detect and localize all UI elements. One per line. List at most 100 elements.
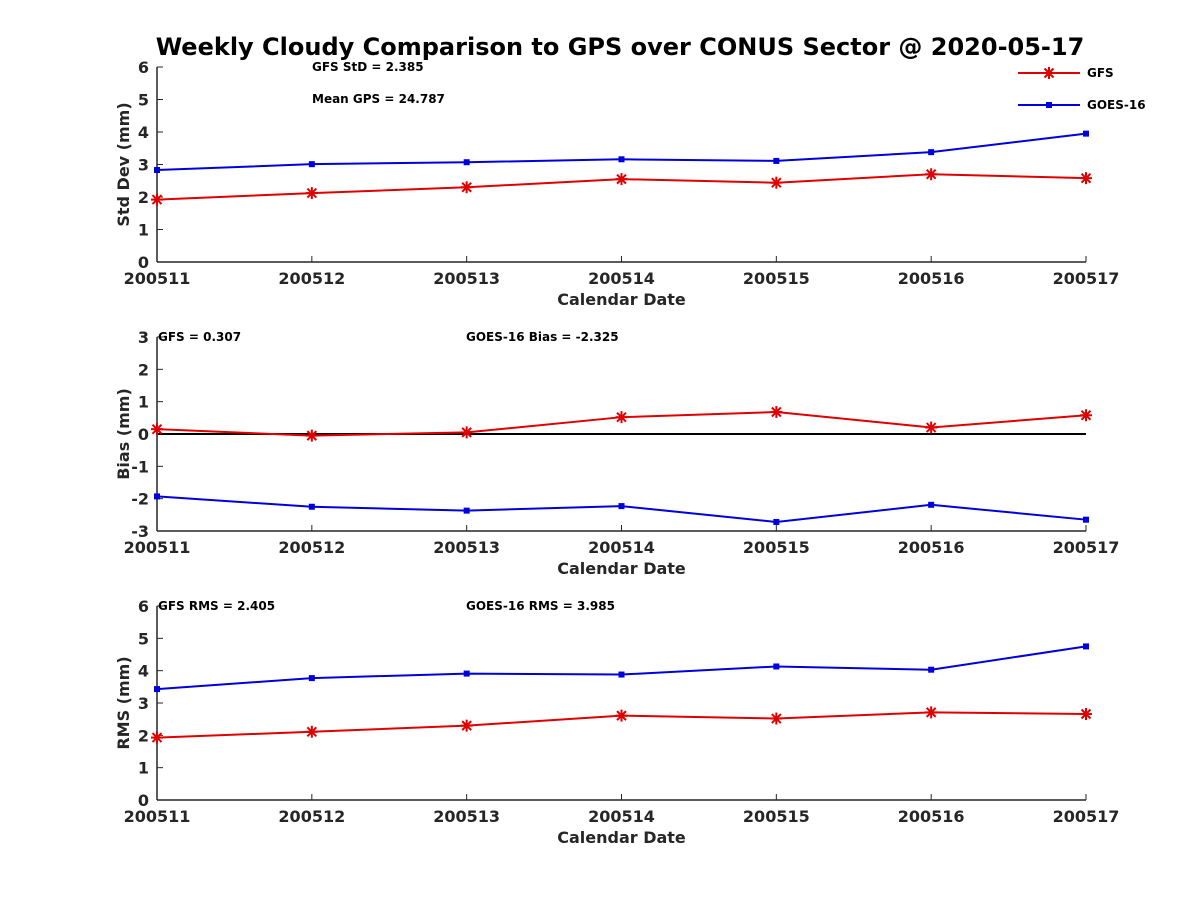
data-point-asterisk — [151, 423, 163, 436]
y-tick-label: 5 — [138, 629, 149, 648]
data-point-square — [1083, 643, 1089, 650]
data-point-asterisk — [151, 731, 163, 744]
legend: GFS GOES-16 — [1018, 66, 1146, 112]
stat-annotation: GFS StD = 2.385 — [312, 60, 424, 74]
y-tick-label: 6 — [138, 58, 149, 77]
data-point-asterisk — [615, 709, 628, 722]
x-tick-label: 200512 — [278, 538, 345, 557]
legend-label: GFS — [1087, 66, 1114, 80]
data-point-square — [308, 161, 315, 168]
y-tick-label: -2 — [131, 490, 149, 509]
y-tick-label: 3 — [138, 156, 149, 175]
data-point-asterisk — [770, 712, 783, 725]
data-point-square — [928, 149, 935, 156]
y-tick-label: 4 — [138, 662, 149, 681]
stat-annotation: GFS = 0.307 — [158, 330, 241, 344]
data-point-square — [308, 503, 315, 510]
data-point-square — [463, 507, 470, 514]
x-tick-label: 200516 — [898, 807, 965, 826]
x-tick-label: 200511 — [124, 807, 191, 826]
data-point-square — [463, 159, 470, 166]
data-point-asterisk — [925, 706, 938, 719]
data-point-square — [618, 671, 625, 678]
x-tick-label: 200511 — [124, 269, 191, 288]
data-point-asterisk — [615, 173, 628, 186]
data-point-asterisk — [615, 411, 628, 424]
y-tick-label: 0 — [138, 791, 149, 810]
data-point-asterisk — [460, 181, 473, 194]
x-tick-label: 200517 — [1053, 807, 1120, 826]
data-point-asterisk — [770, 406, 783, 419]
data-point-square — [154, 686, 160, 693]
data-point-square — [1083, 516, 1089, 523]
y-tick-label: 1 — [138, 759, 149, 778]
series-goes-16 — [154, 643, 1089, 693]
x-tick-label: 200517 — [1053, 538, 1120, 557]
panel-1: 0 1 2 3 4 5 6 200511 200512 200513 200514 200515 200… — [114, 58, 1119, 309]
y-tick-label: 2 — [138, 726, 149, 745]
y-tick-label: 6 — [138, 597, 149, 616]
data-point-square — [773, 663, 780, 670]
data-point-square — [1083, 130, 1089, 137]
data-point-square — [308, 675, 315, 682]
x-tick-label: 200515 — [743, 538, 810, 557]
x-tick-label: 200516 — [898, 538, 965, 557]
x-tick-label: 200517 — [1053, 269, 1120, 288]
data-point-square — [463, 670, 470, 677]
stat-annotation: GOES-16 RMS = 3.985 — [466, 599, 615, 613]
x-tick-label: 200515 — [743, 807, 810, 826]
x-axis-label: Calendar Date — [557, 828, 686, 847]
data-point-asterisk — [305, 429, 318, 442]
y-axis-label: RMS (mm) — [114, 656, 133, 749]
series-gfs — [151, 168, 1092, 206]
y-tick-label: 4 — [138, 123, 149, 142]
series-line — [156, 132, 1087, 172]
data-point-asterisk — [460, 426, 473, 439]
x-tick-label: 200514 — [588, 807, 655, 826]
x-tick-label: 200513 — [433, 807, 500, 826]
data-point-asterisk — [1080, 409, 1092, 422]
legend-entry-gfs: GFS — [1018, 66, 1114, 80]
stat-annotation: Mean GPS = 24.787 — [312, 92, 445, 106]
x-tick-label: 200512 — [278, 807, 345, 826]
data-point-asterisk — [925, 168, 938, 181]
x-tick-label: 200514 — [588, 269, 655, 288]
series-gfs — [151, 406, 1092, 442]
legend-label: GOES-16 — [1087, 98, 1146, 112]
y-tick-label: 1 — [138, 221, 149, 240]
y-tick-label: 2 — [138, 360, 149, 379]
panel-2: -3 -2 -1 0 1 2 3 200511 200512 200513 200514 200515… — [114, 328, 1119, 578]
series-line — [156, 495, 1087, 523]
legend-marker-asterisk — [1043, 67, 1055, 79]
series-gfs — [151, 706, 1092, 744]
data-point-square — [773, 518, 780, 525]
data-point-square — [928, 501, 935, 508]
data-point-square — [154, 493, 160, 500]
y-tick-label: 1 — [138, 393, 149, 412]
data-point-asterisk — [305, 725, 318, 738]
y-tick-label: 3 — [138, 694, 149, 713]
series-goes-16 — [154, 493, 1089, 525]
y-axis-label: Std Dev (mm) — [114, 102, 133, 226]
y-tick-label: -1 — [131, 457, 149, 476]
chart-title: Weekly Cloudy Comparison to GPS over CON… — [156, 33, 1085, 61]
x-axis-label: Calendar Date — [557, 559, 686, 578]
y-axis-label: Bias (mm) — [114, 388, 133, 480]
data-point-square — [928, 666, 935, 673]
y-tick-label: 0 — [138, 253, 149, 272]
data-point-square — [618, 156, 625, 163]
y-tick-label: 2 — [138, 188, 149, 207]
x-tick-label: 200512 — [278, 269, 345, 288]
data-point-square — [773, 157, 780, 164]
y-tick-label: 3 — [138, 328, 149, 347]
data-point-asterisk — [151, 193, 163, 206]
data-point-asterisk — [460, 719, 473, 732]
panel-3: 0 1 2 3 4 5 6 200511 200512 200513 200514 200515 200… — [114, 597, 1119, 847]
x-tick-label: 200514 — [588, 538, 655, 557]
x-axis-label: Calendar Date — [557, 290, 686, 309]
x-tick-label: 200515 — [743, 269, 810, 288]
x-tick-label: 200516 — [898, 269, 965, 288]
data-point-asterisk — [1080, 707, 1092, 720]
data-point-asterisk — [1080, 172, 1092, 185]
